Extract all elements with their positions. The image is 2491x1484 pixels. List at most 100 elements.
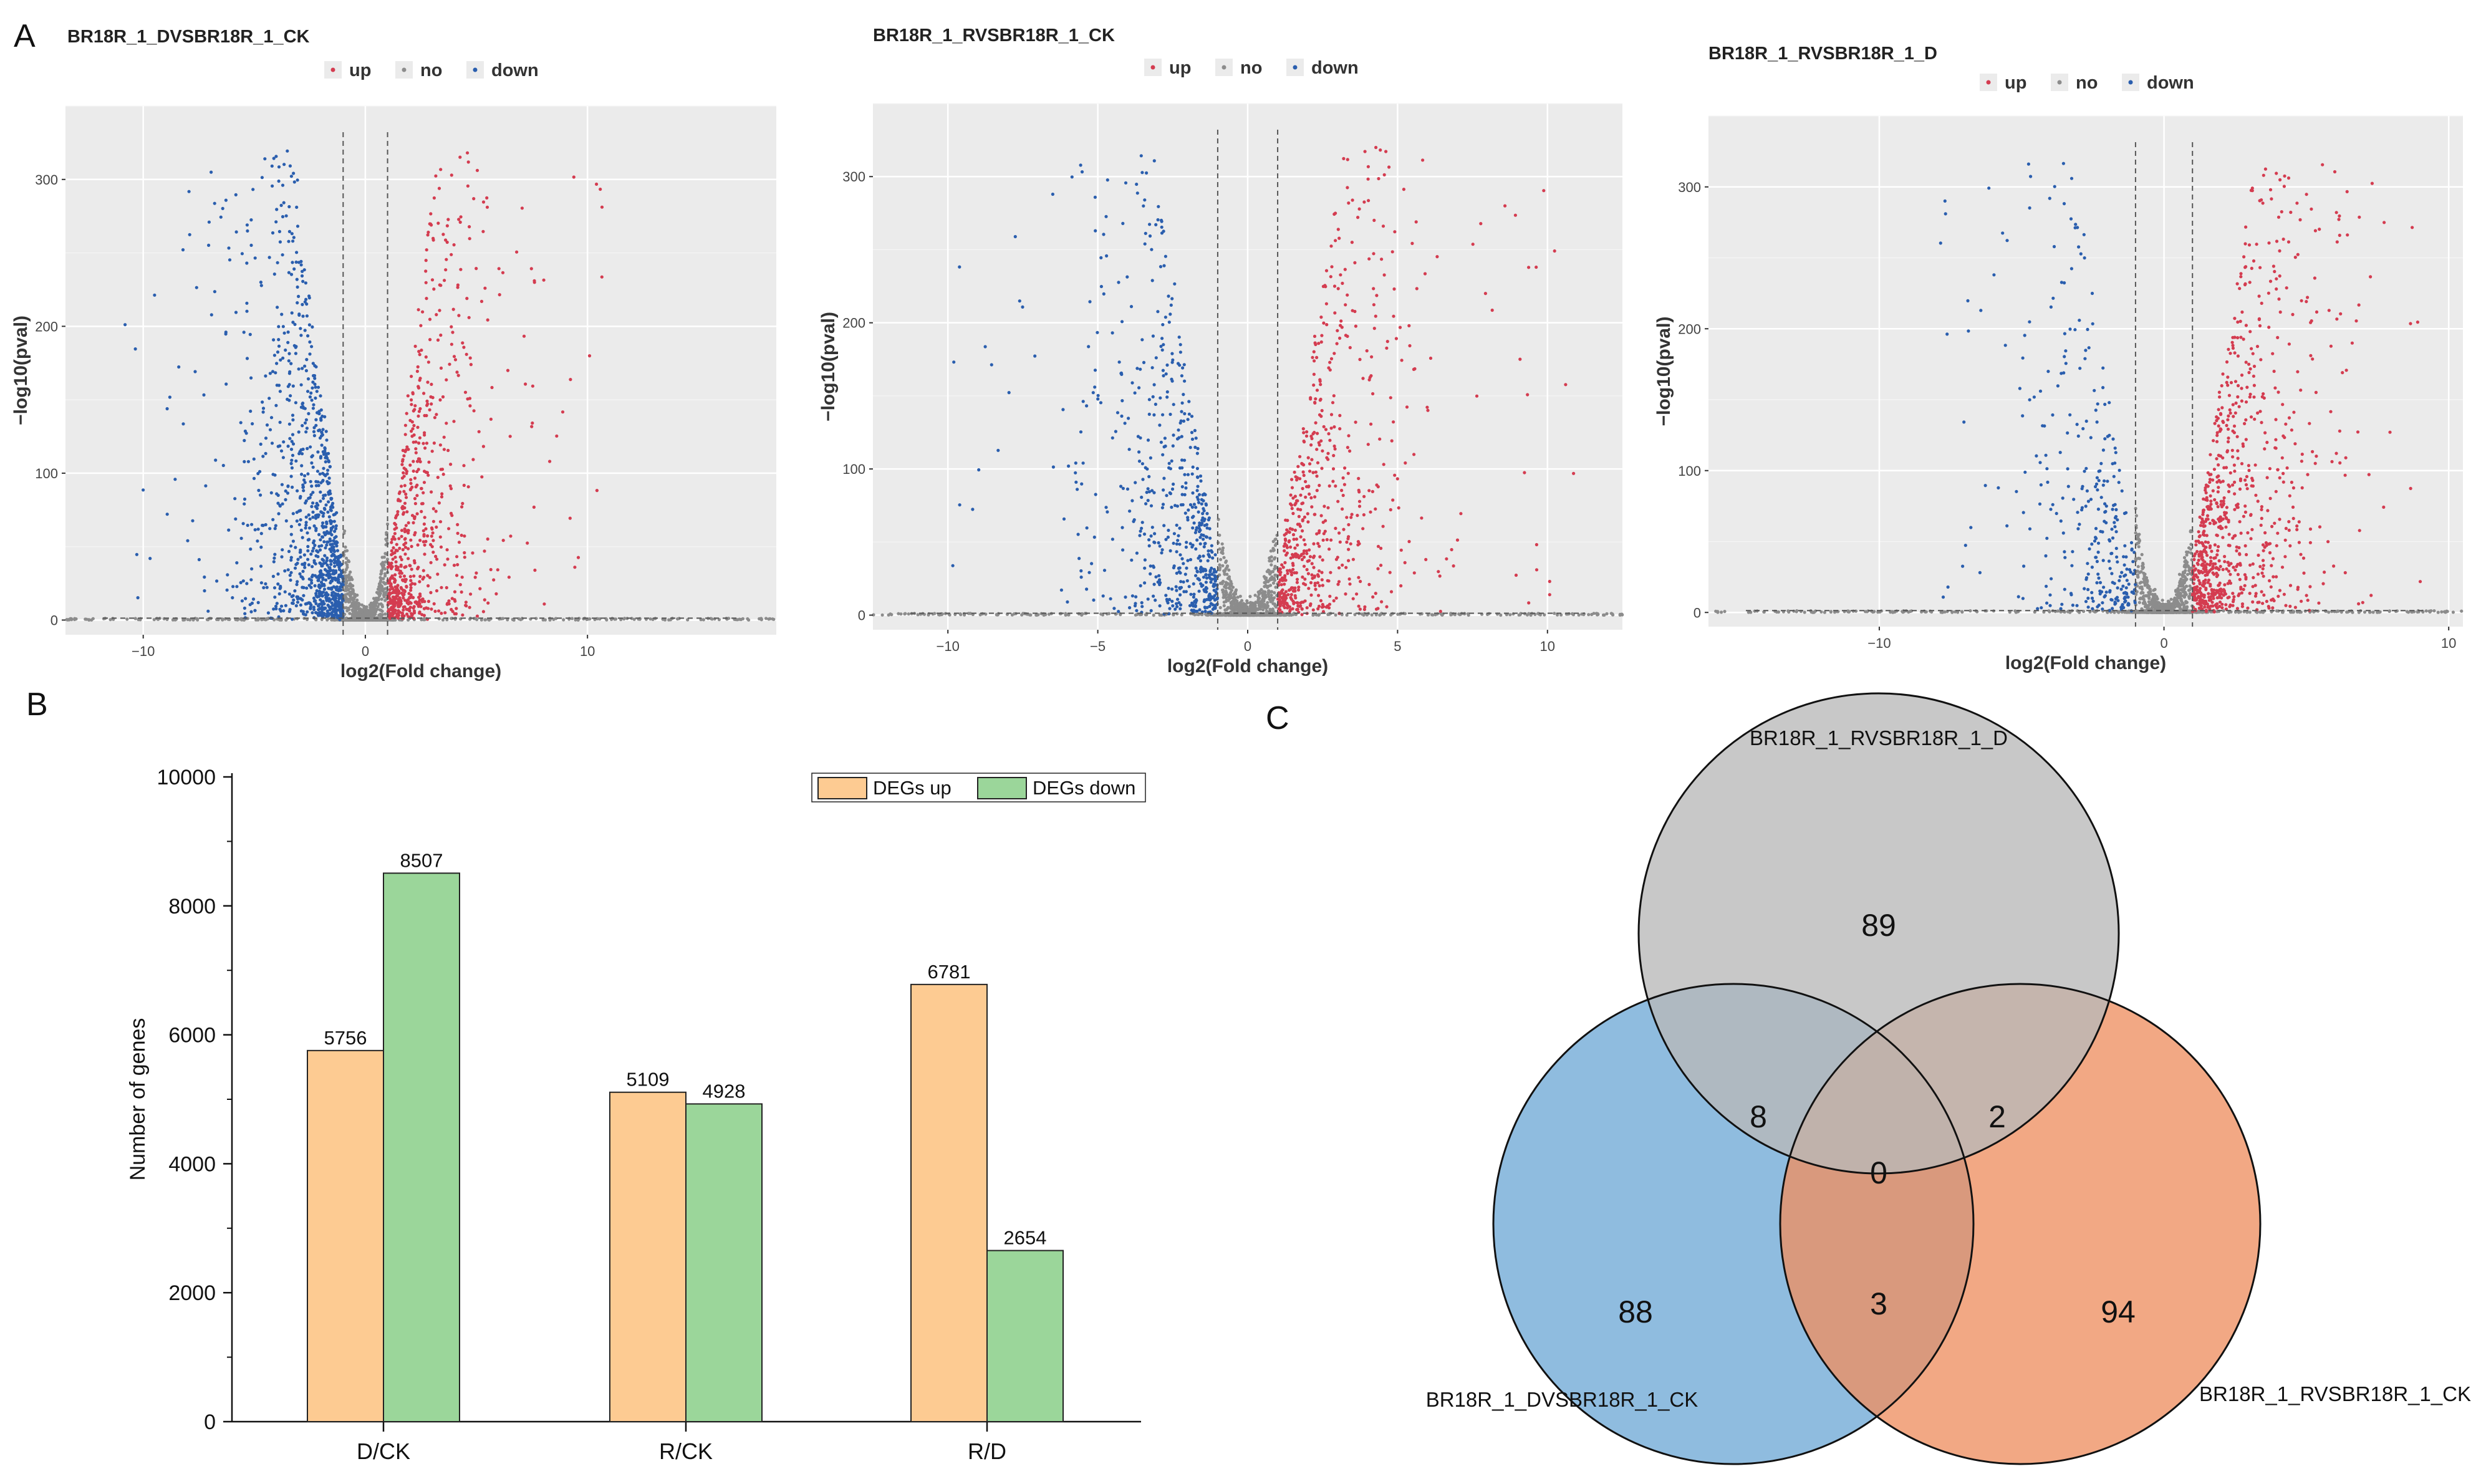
point-down: [336, 604, 340, 608]
point-down: [284, 519, 288, 523]
point-up: [425, 471, 430, 475]
x-tick-label: 10: [580, 643, 595, 659]
point-up: [388, 597, 392, 600]
point-down: [309, 607, 312, 610]
point-down: [308, 340, 312, 344]
point-down: [294, 604, 298, 608]
point-no: [366, 614, 370, 618]
point-up: [445, 548, 449, 552]
point-up: [522, 334, 526, 338]
point-no: [1270, 594, 1273, 597]
point-no: [1272, 596, 1276, 600]
point-up: [486, 537, 489, 541]
point-down: [324, 546, 327, 550]
point-down: [329, 612, 334, 616]
point-down: [263, 157, 267, 161]
point-down: [301, 424, 304, 428]
point-no: [1227, 586, 1231, 590]
point-down: [266, 611, 270, 615]
point-up: [423, 431, 426, 435]
point-up: [407, 557, 410, 561]
point-no: [1271, 581, 1276, 585]
point-down: [320, 430, 324, 434]
point-up: [388, 612, 392, 615]
point-down: [277, 344, 281, 348]
point-no: [351, 600, 355, 605]
x-tick-label: −10: [132, 643, 155, 659]
point-down: [317, 604, 320, 608]
point-up: [405, 510, 409, 514]
point-down: [235, 561, 239, 565]
point-no: [506, 618, 509, 622]
point-up: [506, 369, 510, 372]
point-up: [459, 215, 463, 219]
point-down: [317, 579, 320, 582]
legend-dot-no: [402, 67, 407, 72]
point-no: [152, 618, 156, 622]
point-down: [312, 524, 316, 528]
point-no: [350, 577, 354, 582]
point-no: [1266, 600, 1270, 605]
point-down: [286, 445, 290, 448]
point-up: [422, 607, 426, 610]
point-up: [416, 425, 420, 429]
point-up: [431, 551, 435, 554]
point-up: [397, 609, 400, 613]
point-up: [449, 487, 453, 491]
point-down: [272, 586, 277, 590]
point-no: [1282, 613, 1286, 617]
point-down: [289, 362, 293, 365]
point-no: [1253, 594, 1257, 597]
point-down: [279, 203, 283, 207]
point-down: [165, 407, 169, 411]
point-up: [445, 378, 448, 382]
point-up: [461, 341, 465, 345]
point-up: [434, 554, 438, 559]
point-up: [403, 537, 407, 541]
point-up: [400, 476, 405, 480]
point-up: [425, 297, 428, 301]
point-up: [402, 608, 405, 612]
point-up: [431, 539, 435, 542]
point-down: [281, 325, 285, 329]
grid: [873, 103, 1622, 630]
point-up: [426, 584, 430, 588]
point-up: [417, 457, 421, 461]
point-no: [1226, 582, 1230, 585]
point-no: [385, 531, 388, 535]
point-down: [313, 382, 317, 386]
point-down: [310, 461, 314, 465]
point-down: [296, 489, 299, 493]
point-down: [280, 312, 284, 316]
point-no: [370, 611, 374, 615]
point-down: [299, 327, 302, 330]
point-down: [321, 496, 325, 500]
point-no: [356, 615, 360, 619]
point-up: [445, 422, 448, 425]
point-down: [261, 410, 265, 414]
point-no: [383, 552, 387, 556]
point-down: [203, 589, 206, 593]
point-down: [177, 365, 181, 369]
point-down: [245, 261, 249, 265]
point-up: [395, 594, 400, 598]
point-up: [453, 358, 458, 362]
point-up: [426, 599, 431, 604]
point-down: [333, 513, 337, 516]
point-up: [483, 549, 486, 553]
point-down: [262, 585, 266, 590]
point-down: [310, 455, 314, 459]
point-no: [378, 582, 382, 586]
point-down: [325, 479, 329, 484]
plot-background: [65, 106, 776, 635]
point-down: [326, 569, 330, 573]
point-down: [297, 312, 301, 316]
point-up: [456, 523, 460, 527]
point-up: [434, 174, 438, 178]
point-up: [466, 485, 470, 489]
point-down: [273, 527, 277, 531]
point-up: [423, 470, 426, 473]
point-down: [317, 614, 320, 617]
point-down: [301, 447, 305, 451]
point-down: [319, 575, 323, 579]
